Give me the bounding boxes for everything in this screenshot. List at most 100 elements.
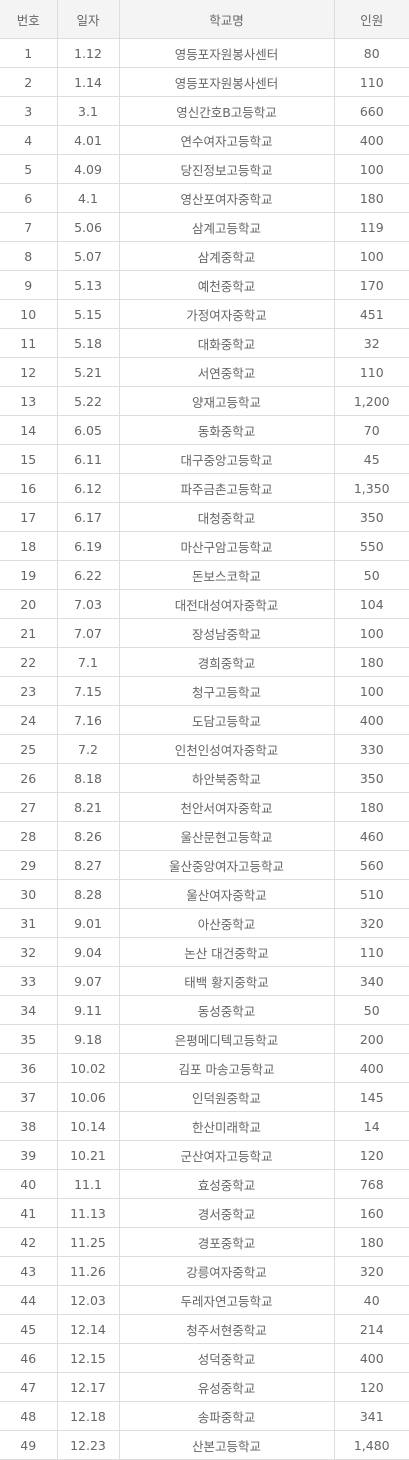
table-row: 30 8.28 울산여자중학교 510 — [0, 879, 409, 909]
cell-school-name: 예천중학교 — [119, 270, 335, 300]
cell-number: 12 — [0, 357, 58, 387]
cell-count: 110 — [334, 937, 409, 967]
table-row: 4 4.01 연수여자고등학교 400 — [0, 125, 409, 155]
header-count: 인원 — [334, 0, 409, 39]
cell-school-name: 울산여자중학교 — [119, 879, 335, 909]
cell-count: 560 — [334, 850, 409, 880]
cell-date: 5.13 — [57, 270, 120, 300]
cell-count: 100 — [334, 154, 409, 184]
table-row: 22 7.1 경희중학교 180 — [0, 647, 409, 677]
cell-date: 7.2 — [57, 734, 120, 764]
table-row: 21 7.07 장성남중학교 100 — [0, 618, 409, 648]
table-row: 40 11.1 효성중학교 768 — [0, 1169, 409, 1199]
cell-school-name: 논산 대건중학교 — [119, 937, 335, 967]
table-row: 14 6.05 동화중학교 70 — [0, 415, 409, 445]
cell-date: 6.11 — [57, 444, 120, 474]
cell-school-name: 청주서현중학교 — [119, 1314, 335, 1344]
cell-count: 70 — [334, 415, 409, 445]
cell-date: 7.15 — [57, 676, 120, 706]
cell-number: 22 — [0, 647, 58, 677]
cell-school-name: 인덕원중학교 — [119, 1082, 335, 1112]
cell-number: 49 — [0, 1430, 58, 1460]
cell-school-name: 김포 마송고등학교 — [119, 1053, 335, 1083]
cell-school-name: 인천인성여자중학교 — [119, 734, 335, 764]
cell-count: 320 — [334, 908, 409, 938]
header-school-name: 학교명 — [119, 0, 335, 39]
cell-number: 17 — [0, 502, 58, 532]
cell-date: 12.03 — [57, 1285, 120, 1315]
table-row: 16 6.12 파주금촌고등학교 1,350 — [0, 473, 409, 503]
cell-number: 36 — [0, 1053, 58, 1083]
cell-number: 30 — [0, 879, 58, 909]
table-row: 29 8.27 울산중앙여자고등학교 560 — [0, 850, 409, 880]
table-row: 31 9.01 아산중학교 320 — [0, 908, 409, 938]
table-row: 36 10.02 김포 마송고등학교 400 — [0, 1053, 409, 1083]
cell-date: 7.16 — [57, 705, 120, 735]
cell-school-name: 은평메디텍고등학교 — [119, 1024, 335, 1054]
cell-school-name: 경서중학교 — [119, 1198, 335, 1228]
cell-count: 100 — [334, 618, 409, 648]
cell-school-name: 삼계중학교 — [119, 241, 335, 271]
cell-number: 8 — [0, 241, 58, 271]
cell-number: 2 — [0, 67, 58, 97]
table-row: 11 5.18 대화중학교 32 — [0, 328, 409, 358]
table-row: 24 7.16 도담고등학교 400 — [0, 705, 409, 735]
cell-school-name: 대화중학교 — [119, 328, 335, 358]
cell-date: 6.17 — [57, 502, 120, 532]
cell-school-name: 가정여자중학교 — [119, 299, 335, 329]
cell-school-name: 태백 황지중학교 — [119, 966, 335, 996]
cell-number: 39 — [0, 1140, 58, 1170]
table-row: 42 11.25 경포중학교 180 — [0, 1227, 409, 1257]
cell-count: 200 — [334, 1024, 409, 1054]
cell-date: 6.19 — [57, 531, 120, 561]
cell-date: 10.14 — [57, 1111, 120, 1141]
cell-count: 14 — [334, 1111, 409, 1141]
cell-count: 120 — [334, 1140, 409, 1170]
cell-date: 4.09 — [57, 154, 120, 184]
cell-count: 400 — [334, 1343, 409, 1373]
cell-count: 768 — [334, 1169, 409, 1199]
cell-date: 8.26 — [57, 821, 120, 851]
cell-number: 48 — [0, 1401, 58, 1431]
cell-number: 45 — [0, 1314, 58, 1344]
table-row: 41 11.13 경서중학교 160 — [0, 1198, 409, 1228]
cell-date: 11.25 — [57, 1227, 120, 1257]
table-row: 18 6.19 마산구암고등학교 550 — [0, 531, 409, 561]
cell-number: 9 — [0, 270, 58, 300]
cell-number: 15 — [0, 444, 58, 474]
cell-school-name: 마산구암고등학교 — [119, 531, 335, 561]
table-row: 5 4.09 당진정보고등학교 100 — [0, 154, 409, 184]
cell-number: 11 — [0, 328, 58, 358]
cell-date: 6.22 — [57, 560, 120, 590]
cell-number: 40 — [0, 1169, 58, 1199]
table-row: 28 8.26 울산문현고등학교 460 — [0, 821, 409, 851]
cell-number: 46 — [0, 1343, 58, 1373]
cell-school-name: 영등포자원봉사센터 — [119, 38, 335, 68]
cell-count: 400 — [334, 1053, 409, 1083]
cell-school-name: 하안북중학교 — [119, 763, 335, 793]
cell-count: 320 — [334, 1256, 409, 1286]
cell-school-name: 유성중학교 — [119, 1372, 335, 1402]
cell-school-name: 군산여자고등학교 — [119, 1140, 335, 1170]
table-row: 43 11.26 강릉여자중학교 320 — [0, 1256, 409, 1286]
cell-school-name: 장성남중학교 — [119, 618, 335, 648]
cell-number: 44 — [0, 1285, 58, 1315]
cell-school-name: 울산문현고등학교 — [119, 821, 335, 851]
cell-count: 45 — [334, 444, 409, 474]
table-header: 번호 일자 학교명 인원 — [0, 0, 409, 39]
cell-date: 5.22 — [57, 386, 120, 416]
cell-count: 400 — [334, 705, 409, 735]
header-number: 번호 — [0, 0, 58, 39]
cell-count: 180 — [334, 647, 409, 677]
cell-date: 7.03 — [57, 589, 120, 619]
table-row: 39 10.21 군산여자고등학교 120 — [0, 1140, 409, 1170]
cell-count: 400 — [334, 125, 409, 155]
cell-school-name: 양재고등학교 — [119, 386, 335, 416]
cell-count: 330 — [334, 734, 409, 764]
cell-number: 43 — [0, 1256, 58, 1286]
cell-number: 27 — [0, 792, 58, 822]
cell-count: 100 — [334, 241, 409, 271]
cell-date: 10.21 — [57, 1140, 120, 1170]
table-row: 13 5.22 양재고등학교 1,200 — [0, 386, 409, 416]
cell-date: 7.1 — [57, 647, 120, 677]
